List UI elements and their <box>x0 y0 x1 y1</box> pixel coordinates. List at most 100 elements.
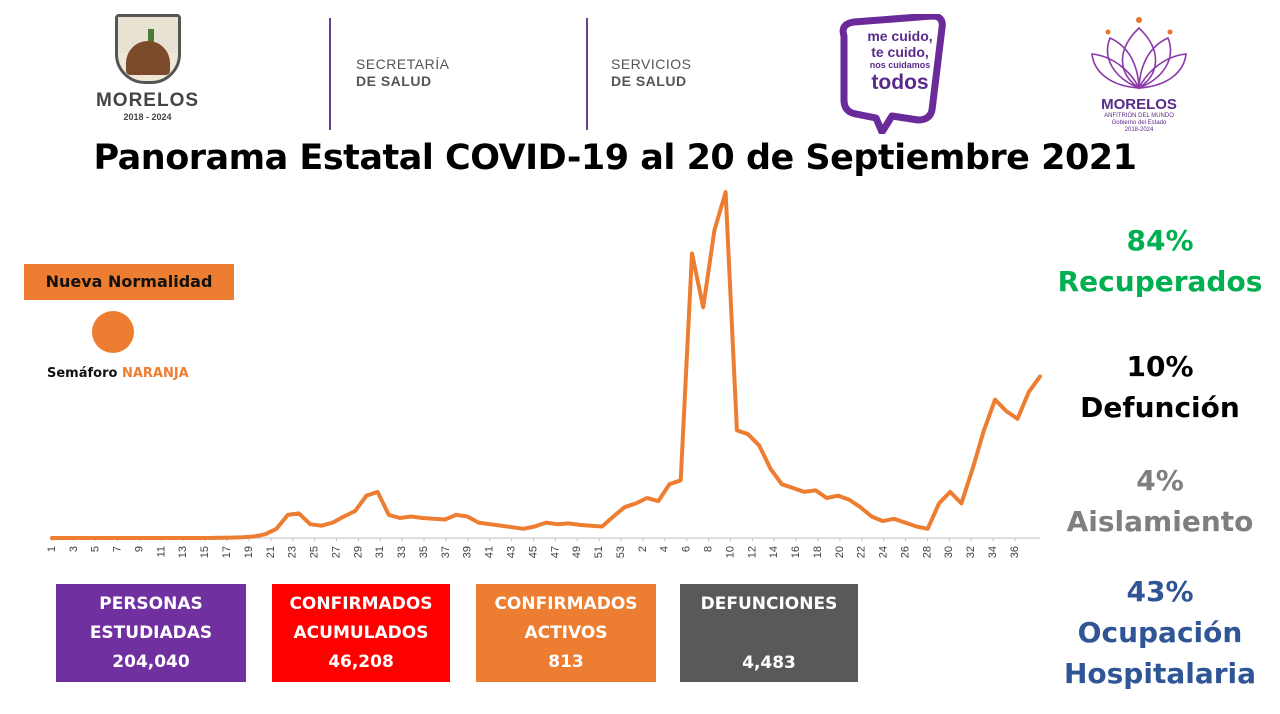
x-tick-label: 9 <box>133 546 145 552</box>
x-tick-label: 28 <box>921 546 933 558</box>
x-tick-label: 16 <box>790 546 802 558</box>
x-tick-label: 11 <box>155 546 167 557</box>
dept2-line1: SERVICIOS <box>611 56 692 72</box>
x-tick-label: 29 <box>352 546 364 558</box>
header: MORELOS 2018 - 2024 SECRETARÍA DE SALUD … <box>0 0 1280 140</box>
x-tick-label: 19 <box>243 546 255 558</box>
secretaria-salud-label: SECRETARÍA DE SALUD <box>356 56 449 90</box>
logo-name: MORELOS <box>95 90 200 111</box>
campaign-line4: todos <box>871 71 929 94</box>
defuncion-stat: 10% Defunción <box>1040 346 1280 428</box>
series-line <box>50 190 1042 540</box>
x-tick-label: 5 <box>90 546 102 552</box>
aislamiento-stat: 4% Aislamiento <box>1040 460 1280 542</box>
x-tick-label: 34 <box>987 546 999 558</box>
logo2-sub: Gobierno del Estado <box>1111 120 1167 126</box>
semaforo-label: Semáforo NARANJA <box>47 366 189 381</box>
ocupacion-value: 43% <box>1126 575 1194 608</box>
x-tick-label: 7 <box>112 546 124 552</box>
x-tick-label: 35 <box>418 546 430 558</box>
recuperados-value: 84% <box>1126 224 1194 257</box>
card-label: PERSONAS ESTUDIADAS <box>56 584 246 648</box>
card-value: 204,040 <box>112 652 190 672</box>
aislamiento-label: Aislamiento <box>1066 505 1254 538</box>
defuncion-value: 10% <box>1126 350 1194 383</box>
x-tick-label: 20 <box>834 546 846 558</box>
card-label: CONFIRMADOS ACUMULADOS <box>272 584 450 648</box>
x-tick-label: 30 <box>943 546 955 558</box>
campaign-line2: te cuido, <box>871 44 929 60</box>
divider <box>329 18 331 130</box>
confirmados-activos-card: CONFIRMADOS ACTIVOS 813 <box>476 584 656 682</box>
card-label-line2: ACUMULADOS <box>293 623 429 643</box>
x-tick-label: 8 <box>702 546 714 552</box>
card-value: 46,208 <box>328 652 394 672</box>
x-tick-label: 45 <box>527 546 539 558</box>
x-tick-label: 18 <box>812 546 824 558</box>
x-tick-label: 24 <box>878 546 890 558</box>
campaign-logo: me cuido, te cuido, nos cuidamos todos <box>836 12 948 136</box>
x-tick-label: 10 <box>724 546 736 558</box>
card-label-line1: CONFIRMADOS <box>494 594 638 614</box>
semaforo-dot-icon <box>92 311 134 353</box>
campaign-frame-icon <box>839 12 946 136</box>
dept2-line2: DE SALUD <box>611 73 687 89</box>
card-label-line2: ESTUDIADAS <box>89 623 213 643</box>
x-tick-label: 1 <box>46 546 58 552</box>
confirmados-acumulados-card: CONFIRMADOS ACUMULADOS 46,208 <box>272 584 450 682</box>
divider <box>586 18 588 130</box>
semaforo-value: NARANJA <box>121 366 189 381</box>
x-tick-label: 4 <box>659 546 671 552</box>
nueva-normalidad-badge: Nueva Normalidad <box>24 264 234 300</box>
defuncion-label: Defunción <box>1080 391 1240 424</box>
logo2-tagline: ANFITRIÓN DEL MUNDO <box>1104 113 1174 119</box>
x-tick-label: 43 <box>506 546 518 558</box>
x-tick-label: 31 <box>374 546 386 558</box>
defunciones-card: DEFUNCIONES 4,483 <box>680 584 858 682</box>
x-tick-label: 26 <box>899 546 911 558</box>
aislamiento-value: 4% <box>1136 464 1184 497</box>
recuperados-label: Recuperados <box>1057 265 1263 298</box>
x-tick-label: 53 <box>615 546 627 558</box>
state-shield-icon <box>114 14 181 84</box>
x-tick-label: 39 <box>462 546 474 558</box>
x-tick-label: 14 <box>768 546 780 558</box>
semaforo-prefix: Semáforo <box>47 366 122 381</box>
card-value: 813 <box>548 652 584 672</box>
ocupacion-stat: 43% Ocupación Hospitalaria <box>1040 571 1280 694</box>
card-label: DEFUNCIONES <box>700 594 838 614</box>
x-tick-label: 2 <box>637 546 649 552</box>
ocupacion-label1: Ocupación <box>1077 616 1243 649</box>
x-tick-label: 13 <box>177 546 189 558</box>
card-value: 4,483 <box>742 653 796 673</box>
x-tick-label: 6 <box>681 546 693 552</box>
x-tick-label: 32 <box>965 546 977 558</box>
x-tick-label: 3 <box>68 546 80 552</box>
card-label-line1: CONFIRMADOS <box>289 594 433 614</box>
logo2-years: 2018-2024 <box>1124 127 1154 133</box>
x-tick-label: 17 <box>221 546 233 558</box>
morelos-state-logo: MORELOS 2018 - 2024 <box>90 14 205 134</box>
morelos-government-logo: MORELOS ANFITRIÓN DEL MUNDO Gobierno del… <box>1088 14 1190 134</box>
x-tick-label: 27 <box>330 546 342 558</box>
x-tick-label: 51 <box>593 546 605 558</box>
card-label: CONFIRMADOS ACTIVOS <box>476 584 656 648</box>
x-tick-labels: 1 3 5 7 9 11 13 15 17 19 21 23 25 27 29 31 33 35 37 39 41 43 4… <box>46 538 1021 558</box>
x-tick-label: 15 <box>199 546 211 558</box>
x-tick-label: 21 <box>265 546 277 558</box>
x-tick-label: 23 <box>287 546 299 558</box>
x-tick-label: 33 <box>396 546 408 558</box>
dept1-line2: DE SALUD <box>356 73 432 89</box>
x-tick-label: 12 <box>746 546 758 558</box>
personas-estudiadas-card: PERSONAS ESTUDIADAS 204,040 <box>56 584 246 682</box>
servicios-salud-label: SERVICIOS DE SALUD <box>611 56 692 90</box>
campaign-line1: me cuido, <box>867 28 933 44</box>
logo-years: 2018 - 2024 <box>123 112 172 122</box>
lotus-flower-icon <box>1091 17 1187 90</box>
card-label-line1: PERSONAS <box>99 594 203 614</box>
x-tick-label: 41 <box>484 546 496 558</box>
x-tick-label: 49 <box>571 546 583 558</box>
card-label-line2: ACTIVOS <box>524 623 608 643</box>
dept1-line1: SECRETARÍA <box>356 56 450 72</box>
x-tick-label: 25 <box>309 546 321 558</box>
